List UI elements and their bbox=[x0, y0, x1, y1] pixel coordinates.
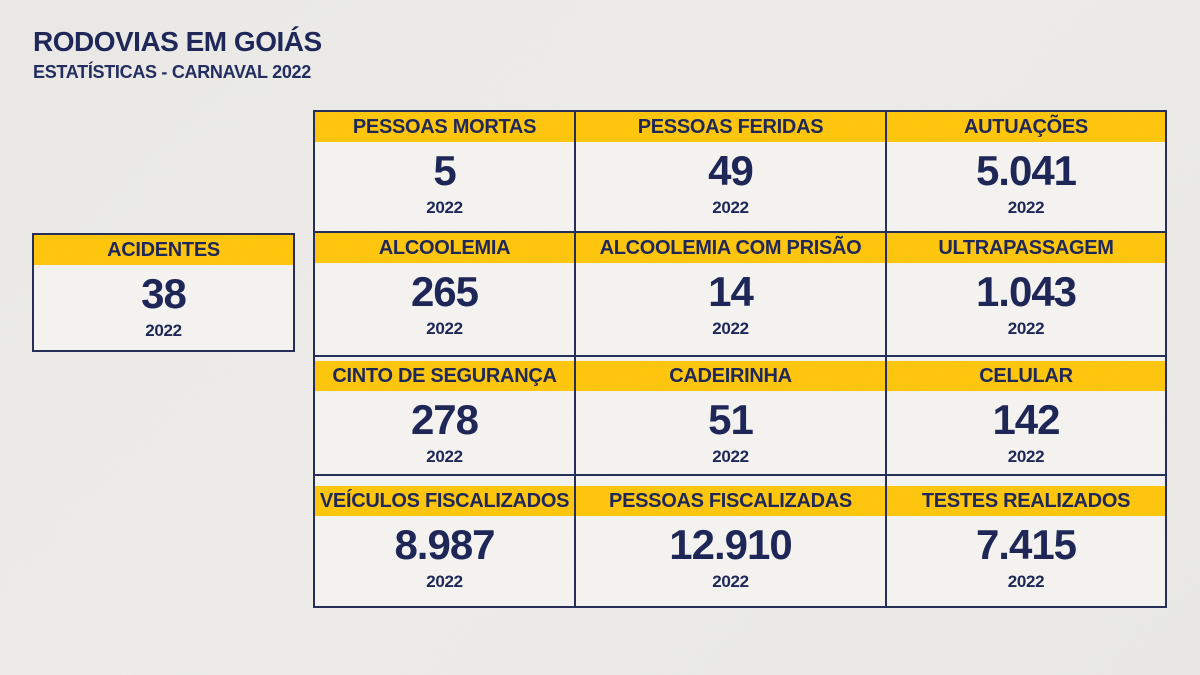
stat-card-celular: CELULAR 142 2022 bbox=[885, 355, 1165, 474]
stat-value: 8.987 bbox=[394, 521, 495, 568]
stat-year: 2022 bbox=[426, 572, 463, 591]
stat-year: 2022 bbox=[426, 447, 463, 466]
stat-year: 2022 bbox=[426, 198, 463, 217]
stat-card-header-band: AUTUAÇÕES bbox=[887, 112, 1165, 142]
stat-year: 2022 bbox=[712, 572, 749, 591]
stat-value: 5 bbox=[433, 147, 456, 194]
page-header: RODOVIAS EM GOIÁS ESTATÍSTICAS - CARNAVA… bbox=[33, 26, 322, 83]
stat-label: ULTRAPASSAGEM bbox=[938, 236, 1114, 259]
stat-card-pessoas-fiscalizadas: PESSOAS FISCALIZADAS 12.910 2022 bbox=[574, 474, 885, 606]
stat-year: 2022 bbox=[426, 319, 463, 338]
stats-grid: PESSOAS MORTAS 5 2022 PESSOAS FERIDAS 49… bbox=[313, 110, 1167, 608]
stat-card-cinto-de-seguranca: CINTO DE SEGURANÇA 278 2022 bbox=[315, 355, 574, 474]
stat-card-header-band: CADEIRINHA bbox=[576, 361, 885, 391]
stat-card-header-band: CINTO DE SEGURANÇA bbox=[315, 361, 574, 391]
stat-value: 5.041 bbox=[975, 147, 1077, 194]
stat-value: 38 bbox=[141, 270, 187, 317]
stat-card-header-band: TESTES REALIZADOS bbox=[887, 486, 1165, 516]
stat-card-cadeirinha: CADEIRINHA 51 2022 bbox=[574, 355, 885, 474]
stat-value: 7.415 bbox=[975, 521, 1077, 568]
stat-label: TESTES REALIZADOS bbox=[921, 489, 1131, 512]
stat-label: ALCOOLEMIA COM PRISÃO bbox=[599, 236, 862, 259]
stat-card-header-band: CELULAR bbox=[887, 361, 1165, 391]
stat-label: AUTUAÇÕES bbox=[964, 115, 1088, 138]
stat-year: 2022 bbox=[1007, 319, 1045, 338]
stat-label: ALCOOLEMIA bbox=[378, 236, 511, 259]
stat-card-header-band: VEÍCULOS FISCALIZADOS bbox=[315, 486, 574, 516]
stat-value: 142 bbox=[992, 396, 1060, 443]
stat-label: ACIDENTES bbox=[107, 238, 220, 261]
stat-year: 2022 bbox=[712, 198, 749, 217]
stat-label: PESSOAS FISCALIZADAS bbox=[609, 489, 852, 512]
stat-year: 2022 bbox=[712, 319, 749, 338]
stat-year: 2022 bbox=[1007, 447, 1045, 466]
stat-card-pessoas-feridas: PESSOAS FERIDAS 49 2022 bbox=[574, 112, 885, 231]
stat-label: CINTO DE SEGURANÇA bbox=[332, 364, 557, 387]
stat-card-header-band: ACIDENTES bbox=[34, 235, 293, 265]
stat-label: PESSOAS MORTAS bbox=[352, 115, 537, 138]
stat-card-alcoolemia-com-prisao: ALCOOLEMIA COM PRISÃO 14 2022 bbox=[574, 231, 885, 355]
stat-card-header-band: PESSOAS FISCALIZADAS bbox=[576, 486, 885, 516]
stat-value: 51 bbox=[708, 396, 754, 443]
stat-label: CELULAR bbox=[979, 364, 1073, 387]
stat-label: CADEIRINHA bbox=[669, 364, 792, 387]
stat-card-header-band: PESSOAS FERIDAS bbox=[576, 112, 885, 142]
page-title: RODOVIAS EM GOIÁS bbox=[33, 26, 322, 57]
stat-year: 2022 bbox=[1007, 572, 1045, 591]
stat-year: 2022 bbox=[145, 321, 182, 340]
stat-card-autuacoes: AUTUAÇÕES 5.041 2022 bbox=[885, 112, 1165, 231]
stat-year: 2022 bbox=[1007, 198, 1045, 217]
stat-card-header-band: ALCOOLEMIA bbox=[315, 233, 574, 263]
stat-year: 2022 bbox=[712, 447, 749, 466]
stat-card-testes-realizados: TESTES REALIZADOS 7.415 2022 bbox=[885, 474, 1165, 606]
stat-value: 12.910 bbox=[669, 521, 792, 568]
stat-value: 278 bbox=[410, 396, 479, 443]
stat-card-ultrapassagem: ULTRAPASSAGEM 1.043 2022 bbox=[885, 231, 1165, 355]
stat-card-header-band: ALCOOLEMIA COM PRISÃO bbox=[576, 233, 885, 263]
stat-value: 49 bbox=[708, 147, 754, 194]
stat-card-header-band: PESSOAS MORTAS bbox=[315, 112, 574, 142]
page-subtitle: ESTATÍSTICAS - CARNAVAL 2022 bbox=[33, 62, 311, 83]
stat-card-alcoolemia: ALCOOLEMIA 265 2022 bbox=[315, 231, 574, 355]
stat-value: 14 bbox=[708, 268, 754, 315]
stat-label: PESSOAS FERIDAS bbox=[637, 115, 824, 138]
stat-card-pessoas-mortas: PESSOAS MORTAS 5 2022 bbox=[315, 112, 574, 231]
stat-value: 265 bbox=[410, 268, 479, 315]
stat-label: VEÍCULOS FISCALIZADOS bbox=[319, 489, 570, 512]
stat-card-header-band: ULTRAPASSAGEM bbox=[887, 233, 1165, 263]
stat-card-acidentes: ACIDENTES 38 2022 bbox=[32, 233, 295, 352]
stat-card-veiculos-fiscalizados: VEÍCULOS FISCALIZADOS 8.987 2022 bbox=[315, 474, 574, 606]
stat-value: 1.043 bbox=[975, 268, 1077, 315]
